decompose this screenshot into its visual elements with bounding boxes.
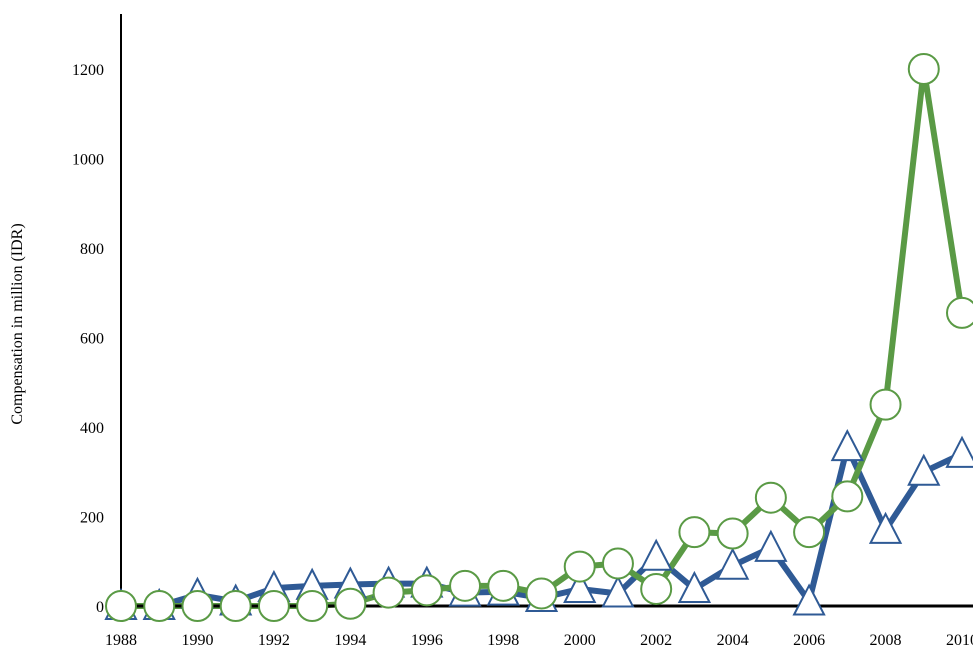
data-point-circle [793, 516, 826, 549]
x-tick-label: 1988 [105, 632, 137, 648]
data-point-triangle [907, 453, 941, 486]
y-tick-label: 200 [80, 510, 104, 527]
data-point-circle [831, 480, 864, 513]
data-point-circle [410, 574, 443, 607]
x-tick-label: 2004 [717, 632, 749, 648]
data-point-circle [181, 590, 214, 622]
data-point-circle [869, 388, 902, 421]
x-tick-label: 1996 [411, 632, 443, 648]
y-axis-title: Compensation in million (IDR) [9, 223, 26, 424]
x-tick-labels: 1988 1990 1992 1994 1996 1998 2000 2002 2004 2006… [105, 632, 973, 648]
x-tick-label: 2000 [564, 632, 596, 648]
data-point-triangle [677, 570, 712, 603]
data-point-triangle [792, 583, 826, 616]
data-point-triangle [830, 428, 864, 462]
data-point-circle [219, 590, 252, 622]
data-point-circle [907, 53, 940, 85]
data-point-circle [296, 590, 329, 622]
marker-layer [104, 53, 973, 622]
data-point-circle [372, 576, 405, 609]
x-tick-label: 2010 [946, 632, 973, 648]
y-tick-label: 1200 [72, 62, 104, 79]
data-point-triangle [715, 547, 750, 580]
data-point-circle [257, 590, 290, 622]
x-tick-label: 2002 [640, 632, 672, 648]
x-tick-label: 1992 [258, 632, 290, 648]
y-tick-label: 1000 [72, 152, 104, 169]
data-point-circle [678, 516, 711, 549]
y-tick-label: 600 [80, 331, 104, 348]
series-layer [118, 66, 965, 609]
data-point-circle [334, 587, 367, 620]
data-point-circle [105, 590, 137, 622]
data-point-triangle [754, 529, 788, 562]
data-point-circle [449, 569, 482, 602]
data-point-circle [143, 590, 176, 622]
data-point-circle [525, 577, 558, 610]
data-point-circle [640, 572, 673, 605]
data-point-triangle [639, 538, 673, 571]
series-line-2 [118, 66, 965, 609]
data-point-circle [563, 550, 596, 583]
data-point-circle [946, 296, 973, 329]
y-tick-labels: 0 200 400 600 800 1000 1200 [72, 62, 104, 616]
y-tick-label: 400 [80, 420, 104, 437]
x-tick-label: 1994 [334, 632, 366, 648]
data-point-triangle [601, 575, 635, 608]
y-tick-label: 0 [96, 599, 104, 616]
data-point-circle [601, 547, 634, 580]
data-point-triangle [868, 511, 903, 544]
y-tick-label: 800 [80, 241, 104, 258]
x-tick-label: 2006 [793, 632, 825, 648]
x-tick-label: 1990 [181, 632, 213, 648]
data-point-triangle [945, 435, 973, 468]
data-point-circle [716, 517, 749, 550]
data-point-circle [754, 481, 787, 514]
data-point-triangle [563, 570, 597, 603]
data-point-circle [487, 569, 520, 602]
x-tick-label: 2008 [870, 632, 902, 648]
x-tick-label: 1998 [487, 632, 519, 648]
